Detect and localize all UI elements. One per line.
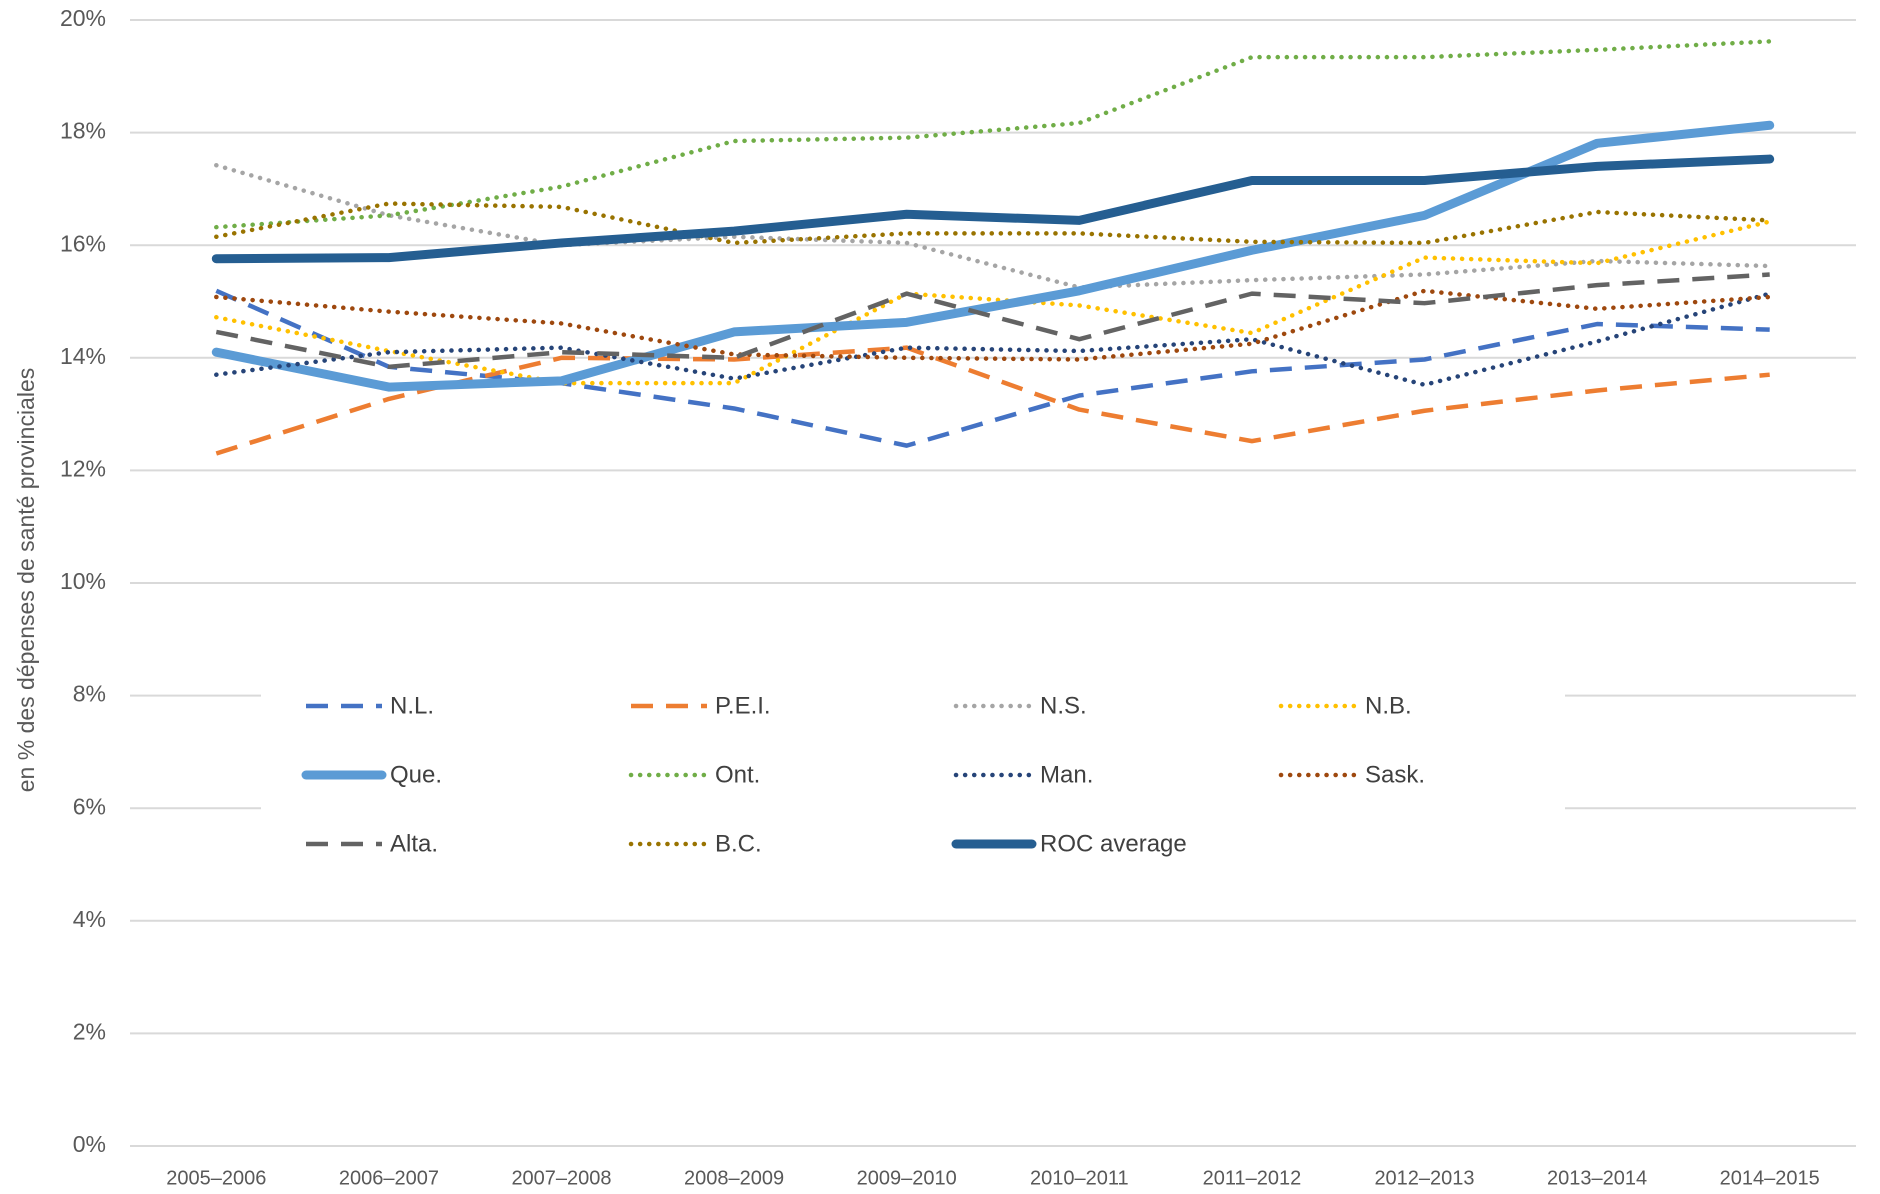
series-line <box>215 272 1770 370</box>
legend-label: N.B. <box>1365 692 1412 719</box>
series-line <box>214 39 1772 230</box>
y-tick-label: 8% <box>73 681 106 707</box>
x-tick-label: 2014–2015 <box>1720 1167 1820 1189</box>
y-tick-label: 18% <box>60 118 106 144</box>
legend-label: Alta. <box>390 830 438 857</box>
y-axis-label: en % des dépenses de santé provinciales <box>13 368 39 793</box>
legend-label: N.S. <box>1040 692 1087 719</box>
y-tick-label: 0% <box>73 1131 106 1157</box>
x-tick-label: 2008–2009 <box>684 1167 784 1189</box>
legend-label: Man. <box>1040 761 1093 788</box>
y-tick-label: 4% <box>73 906 106 932</box>
legend-label: ROC average <box>1040 830 1187 857</box>
x-tick-label: 2009–2010 <box>857 1167 957 1189</box>
legend-label: N.L. <box>390 692 434 719</box>
x-tick-label: 2013–2014 <box>1547 1167 1647 1189</box>
x-tick-label: 2006–2007 <box>339 1167 439 1189</box>
y-tick-label: 20% <box>60 5 106 31</box>
x-tick-label: 2005–2006 <box>166 1167 266 1189</box>
legend-label: Ont. <box>715 761 760 788</box>
y-tick-label: 16% <box>60 230 106 256</box>
x-tick-label: 2010–2011 <box>1030 1167 1129 1189</box>
legend-label: Que. <box>390 761 442 788</box>
x-tick-label: 2007–2008 <box>511 1167 611 1189</box>
y-tick-label: 6% <box>73 793 106 819</box>
legend-label: P.E.I. <box>715 692 771 719</box>
series-line <box>214 201 1772 246</box>
y-tick-label: 12% <box>60 455 106 481</box>
y-tick-label: 2% <box>73 1018 106 1044</box>
series-line <box>215 288 1770 448</box>
series-line <box>214 291 1772 388</box>
legend-box <box>261 671 1565 875</box>
series-line <box>214 219 1772 386</box>
x-tick-label: 2012–2013 <box>1374 1167 1474 1189</box>
series-line <box>211 154 1775 264</box>
series-line <box>214 163 1772 290</box>
y-tick-label: 14% <box>60 343 106 369</box>
legend-label: Sask. <box>1365 761 1425 788</box>
y-tick-label: 10% <box>60 568 106 594</box>
legend-label: B.C. <box>715 830 762 857</box>
x-tick-label: 2011–2012 <box>1203 1167 1302 1189</box>
series-line <box>214 288 1772 362</box>
series-line <box>211 120 1775 392</box>
